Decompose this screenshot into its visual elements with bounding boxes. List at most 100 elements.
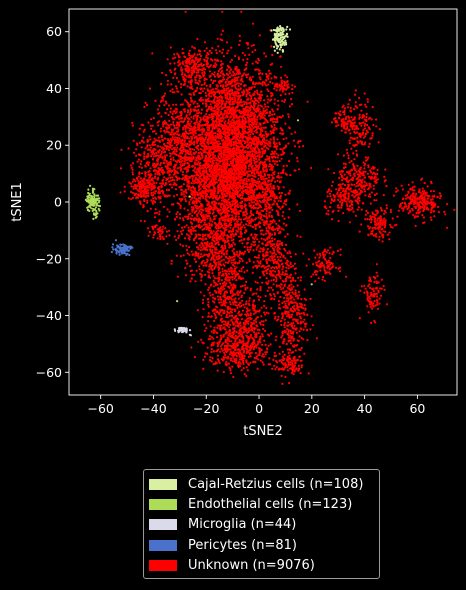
- data-point: [191, 127, 194, 130]
- data-point: [228, 210, 231, 213]
- data-point: [221, 180, 224, 183]
- series-4: [119, 10, 456, 385]
- data-point: [253, 118, 256, 121]
- data-point: [216, 129, 219, 133]
- data-point: [181, 164, 184, 167]
- data-point: [207, 53, 210, 56]
- data-point: [260, 105, 264, 108]
- scatter-points: [84, 10, 456, 385]
- data-point: [261, 72, 264, 75]
- data-point: [238, 120, 241, 123]
- data-point: [185, 170, 188, 174]
- data-point: [162, 205, 165, 208]
- data-point: [259, 124, 262, 127]
- data-point: [216, 100, 219, 103]
- data-point: [182, 108, 185, 111]
- data-point: [263, 110, 266, 113]
- data-point: [234, 200, 237, 203]
- data-point: [170, 139, 173, 142]
- data-point: [199, 182, 202, 185]
- data-point: [217, 120, 220, 123]
- data-point: [222, 175, 225, 178]
- data-point: [228, 92, 231, 95]
- data-point: [198, 124, 201, 127]
- data-point: [219, 116, 222, 119]
- data-point: [223, 127, 226, 130]
- data-point: [225, 68, 229, 71]
- data-point: [190, 71, 193, 74]
- data-point: [240, 10, 243, 13]
- data-point: [242, 58, 245, 62]
- data-point: [267, 98, 270, 101]
- data-point: [196, 53, 199, 56]
- data-point: [182, 183, 185, 186]
- data-point: [180, 226, 184, 229]
- data-point: [243, 54, 246, 57]
- data-point: [265, 210, 268, 213]
- data-point: [242, 139, 245, 142]
- data-point: [176, 122, 179, 125]
- data-point: [184, 74, 187, 77]
- data-point: [250, 128, 253, 131]
- data-point: [213, 92, 216, 96]
- data-point: [182, 77, 186, 80]
- data-point: [173, 124, 176, 127]
- data-point: [157, 136, 160, 139]
- data-point: [208, 105, 211, 108]
- data-point: [155, 151, 158, 155]
- data-point: [250, 243, 253, 246]
- data-point: [237, 130, 240, 133]
- data-point: [237, 56, 240, 59]
- data-point: [279, 132, 282, 135]
- data-point: [228, 183, 231, 186]
- data-point: [275, 120, 278, 123]
- data-point: [225, 208, 228, 211]
- data-point: [198, 176, 201, 179]
- data-point: [195, 156, 198, 159]
- data-point: [249, 105, 252, 108]
- data-point: [237, 76, 240, 79]
- data-point: [195, 112, 199, 115]
- data-point: [189, 75, 192, 78]
- data-point: [233, 73, 236, 76]
- data-point: [192, 164, 195, 168]
- data-point: [255, 123, 258, 126]
- data-point: [177, 236, 180, 239]
- data-point: [180, 69, 183, 72]
- data-point: [230, 153, 233, 156]
- data-point: [236, 137, 239, 140]
- data-point: [254, 120, 257, 123]
- data-point: [290, 103, 294, 106]
- data-point: [172, 156, 175, 159]
- data-point: [237, 160, 240, 163]
- data-point: [270, 77, 273, 80]
- data-point: [192, 157, 195, 160]
- data-point: [143, 105, 146, 108]
- data-point: [246, 144, 249, 147]
- data-point: [233, 120, 236, 123]
- data-point: [223, 130, 226, 133]
- data-point: [247, 98, 250, 101]
- data-point: [222, 199, 225, 203]
- data-point: [254, 235, 257, 238]
- data-point: [196, 178, 199, 181]
- data-point: [221, 39, 224, 42]
- data-point: [220, 99, 223, 102]
- data-point: [183, 55, 186, 58]
- data-point: [190, 181, 193, 185]
- data-point: [268, 72, 271, 75]
- data-point: [211, 147, 214, 150]
- data-point: [193, 125, 196, 128]
- data-point: [230, 236, 233, 239]
- data-point: [152, 117, 155, 120]
- data-point: [186, 165, 190, 168]
- data-point: [221, 51, 224, 54]
- data-point: [188, 49, 191, 52]
- data-point: [224, 190, 227, 193]
- data-point: [209, 103, 212, 106]
- data-point: [168, 161, 171, 164]
- data-point: [266, 88, 269, 91]
- data-point: [258, 34, 261, 37]
- data-point: [163, 92, 167, 95]
